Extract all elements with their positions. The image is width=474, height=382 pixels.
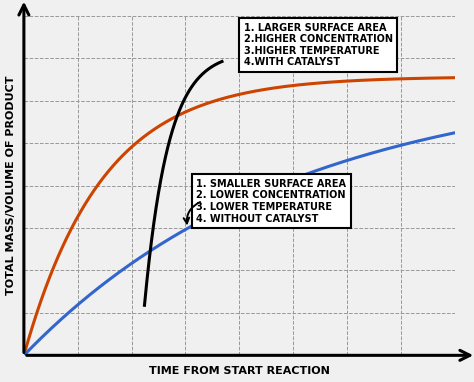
Y-axis label: TOTAL MASS/VOLUME OF PRODUCT: TOTAL MASS/VOLUME OF PRODUCT (6, 76, 16, 295)
Text: 1. SMALLER SURFACE AREA
2. LOWER CONCENTRATION
3. LOWER TEMPERATURE
4. WITHOUT C: 1. SMALLER SURFACE AREA 2. LOWER CONCENT… (196, 179, 346, 223)
X-axis label: TIME FROM START REACTION: TIME FROM START REACTION (149, 366, 329, 376)
Text: 1. LARGER SURFACE AREA
2.HIGHER CONCENTRATION
3.HIGHER TEMPERATURE
4.WITH CATALY: 1. LARGER SURFACE AREA 2.HIGHER CONCENTR… (244, 23, 392, 67)
